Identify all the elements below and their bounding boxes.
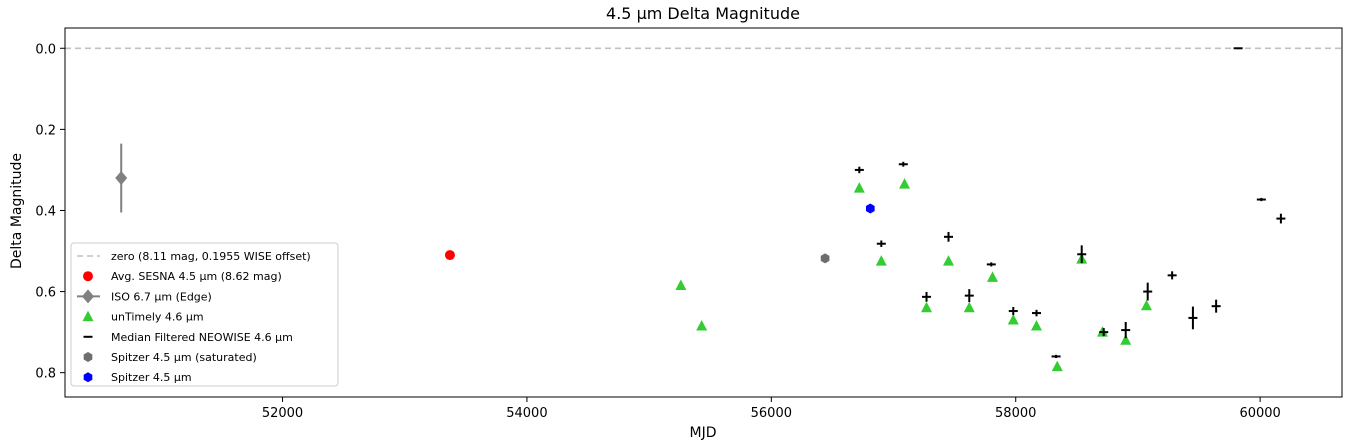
untimely-point [696,320,708,331]
untimely-point [1140,299,1152,311]
series-spitzer [865,203,875,214]
spitzer_saturated-point [820,253,830,264]
plot-frame [64,27,1343,398]
legend-sesna-swatch [83,271,93,282]
y-tick-label: 0.6 [35,286,56,301]
legend-label-iso: ISO 6.7 μm (Edge) [111,290,212,303]
series-sesna [444,250,455,261]
x-tick-label: 54000 [506,406,547,421]
untimely-point [987,271,999,282]
legend-iso-swatch-marker [82,289,94,304]
y-axis-label: Delta Magnitude [9,153,25,269]
series-spitzer_saturated [820,253,830,264]
untimely-point [1120,334,1132,345]
y-tick-label: 0.8 [35,367,56,382]
legend-label-zero: zero (8.11 mag, 0.1955 WISE offset) [111,250,311,263]
untimely-point [875,255,887,266]
y-axis-ticks: 0.0 0.2 0.4 0.6 0.8 [35,42,65,382]
untimely-point [963,301,975,313]
legend-label-untimely: unTimely 4.6 μm [111,311,204,324]
untimely-point [899,178,911,189]
x-tick-label: 58000 [995,406,1036,421]
chart-title: 4.5 μm Delta Magnitude [606,4,800,23]
legend: zero (8.11 mag, 0.1955 WISE offset) Avg. … [70,242,339,387]
y-tick-label: 0.4 [35,204,56,219]
legend-label-sesna: Avg. SESNA 4.5 μm (8.62 mag) [111,270,282,283]
legend-spitzer-swatch [83,372,93,383]
x-tick-label: 56000 [751,406,792,421]
x-axis-label: MJD [690,425,717,441]
untimely-point [921,301,933,313]
series-neowise [854,47,1286,359]
legend-label-neowise: Median Filtered NEOWISE 4.6 μm [111,331,293,344]
untimely-point [1051,360,1063,372]
legend-label-spitzer_saturated: Spitzer 4.5 μm (saturated) [111,351,257,364]
y-tick-label: 0.0 [35,42,56,57]
legend-spitzer_saturated-swatch [83,352,93,362]
untimely-point [1007,313,1019,325]
sesna-point [444,250,455,261]
spitzer-point [865,203,875,214]
iso-point [115,171,128,186]
x-axis-ticks: 52000 54000 56000 58000 60000 [262,397,1281,421]
data-layer [115,47,1286,372]
x-tick-label: 60000 [1239,406,1280,421]
series-untimely [675,178,1152,372]
series-iso [115,143,128,213]
untimely-point [1030,320,1042,331]
legend-box [70,242,339,387]
legend-label-spitzer: Spitzer 4.5 μm [111,371,192,384]
legend-untimely-swatch [82,310,94,322]
y-tick-label: 0.2 [35,123,56,138]
untimely-point [853,182,865,193]
untimely-point [943,255,955,266]
untimely-point [675,279,687,290]
x-tick-label: 52000 [262,406,303,421]
